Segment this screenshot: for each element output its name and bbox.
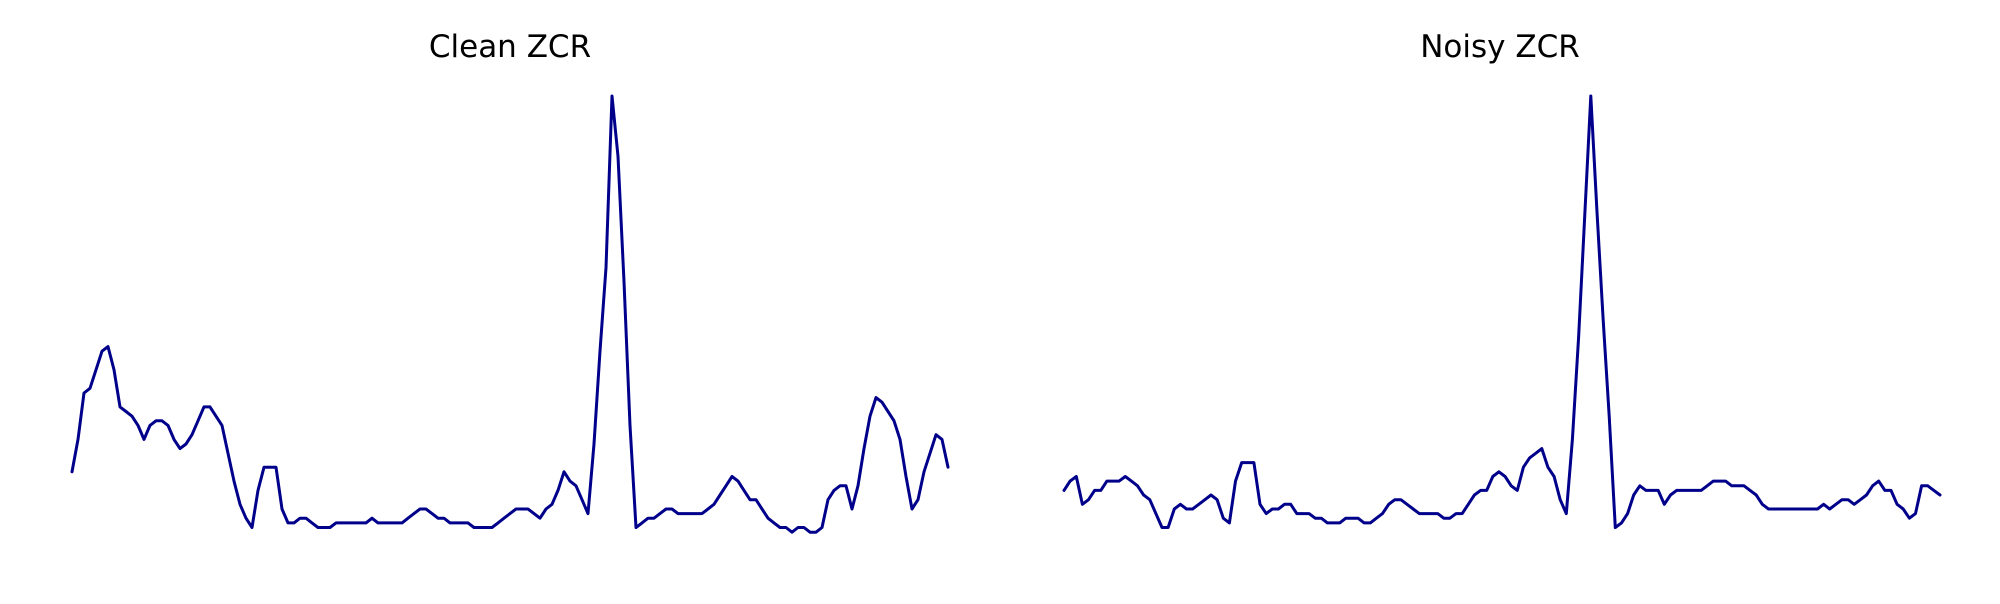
clean-zcr-title: Clean ZCR [429,29,591,65]
clean-zcr-panel: Clean ZCR [70,29,950,534]
noisy-zcr-panel: Noisy ZCR [1062,29,1942,529]
clean-zcr-line [70,94,950,534]
noisy-zcr-line [1062,94,1942,529]
noisy-zcr-title: Noisy ZCR [1420,29,1580,65]
